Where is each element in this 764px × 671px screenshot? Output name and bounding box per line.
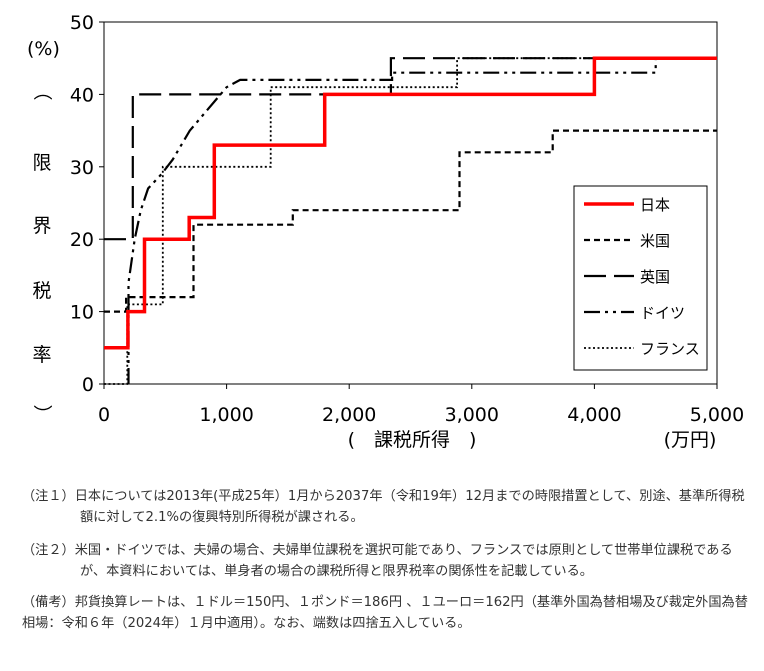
y-axis-unit: (%) xyxy=(27,38,60,60)
remarks: （備考）邦貨換算レートは、１ドル＝150円、１ポンド＝186円 、１ユーロ＝16… xyxy=(22,595,748,631)
y-axis-title: （ 限界税率 ） xyxy=(31,81,53,423)
legend-box xyxy=(573,185,708,371)
series-layer xyxy=(104,56,717,385)
x-axis-unit: (万円) xyxy=(664,429,717,451)
y-axis-title-char: ） xyxy=(31,404,53,423)
y-tick-label: 0 xyxy=(82,374,94,396)
marginal-tax-rate-chart: 0 10 20 30 40 50 0 1,000 2,000 3,000 4,000 5,000 日本… xyxy=(27,12,744,451)
x-tick-label: 0 xyxy=(98,404,110,426)
x-tick-label: 2,000 xyxy=(322,404,376,426)
series-line-2 xyxy=(104,129,717,313)
y-axis-title-char: 税 xyxy=(32,280,51,302)
x-tick-label: 4,000 xyxy=(567,404,621,426)
series-line-4 xyxy=(127,58,657,384)
series-line-1 xyxy=(104,56,717,350)
notes-section: （注１）日本については2013年(平成25年）1月から2037年（令和19年）1… xyxy=(22,486,752,646)
y-tick-label: 10 xyxy=(70,302,94,324)
y-tick-label: 20 xyxy=(70,229,94,251)
y-axis-title-char: 限 xyxy=(32,152,51,174)
x-tick-label: 5,000 xyxy=(690,404,744,426)
y-tick-label: 30 xyxy=(70,157,94,179)
legend-label: 米国 xyxy=(640,232,670,250)
note-2: （注２）米国・ドイツでは、夫婦の場合、夫婦単位課税を選択可能であり、フランスでは… xyxy=(22,543,733,579)
legend-label: フランス xyxy=(640,340,700,358)
y-axis-title-char: 率 xyxy=(32,344,51,366)
y-axis-title-char: 界 xyxy=(32,215,51,237)
y-axis-title-char: （ xyxy=(31,81,53,100)
note-1: （注１）日本については2013年(平成25年）1月から2037年（令和19年）1… xyxy=(22,489,745,525)
x-tick-label: 1,000 xyxy=(199,404,253,426)
y-tick-label: 40 xyxy=(70,84,94,106)
legend-label: 日本 xyxy=(640,196,670,214)
axis-layer: 0 10 20 30 40 50 0 1,000 2,000 3,000 4,000 5,000 xyxy=(70,12,744,426)
legend-label: 英国 xyxy=(640,268,670,286)
x-tick-label: 3,000 xyxy=(445,404,499,426)
y-tick-label: 50 xyxy=(70,12,94,34)
series-line-3 xyxy=(104,57,717,241)
legend-label: ドイツ xyxy=(640,304,685,322)
x-axis-title: ( 課税所得 ) xyxy=(348,429,477,451)
